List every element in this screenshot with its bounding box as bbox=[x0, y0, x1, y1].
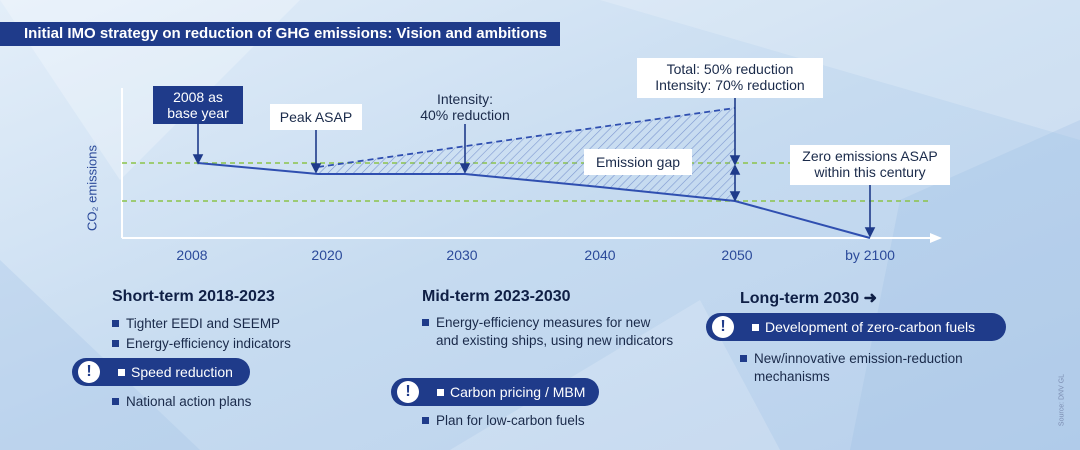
annotation-zero: Zero emissions ASAP within this century bbox=[790, 145, 950, 185]
short-term-highlight: ! Speed reduction bbox=[72, 358, 250, 386]
mid-term-item: Plan for low-carbon fuels bbox=[422, 412, 676, 430]
annotation-total-line1: Total: 50% reduction bbox=[666, 61, 794, 77]
annotation-zero-line1: Zero emissions ASAP bbox=[802, 148, 938, 164]
annotation-intensity-line2: 40% reduction bbox=[420, 107, 510, 123]
mid-term-heading: Mid-term 2023-2030 bbox=[422, 288, 571, 305]
base-arrow-head-icon bbox=[192, 154, 204, 165]
long-term-item: New/innovative emission-reduction mechan… bbox=[740, 350, 964, 386]
short-term-item: National action plans bbox=[112, 393, 386, 411]
mid-term-highlight: ! Carbon pricing / MBM bbox=[391, 378, 599, 406]
long-term-highlight: ! Development of zero-carbon fuels bbox=[706, 313, 1006, 341]
x-tick-label: 2020 bbox=[311, 247, 343, 263]
bullet-icon bbox=[437, 389, 444, 396]
source-note: Source: DNV GL bbox=[1058, 373, 1066, 427]
exclamation-icon: ! bbox=[78, 361, 100, 383]
annotation-total-line2: Intensity: 70% reduction bbox=[655, 77, 805, 93]
x-tick-label: 2030 bbox=[446, 247, 478, 263]
page-title: Initial IMO strategy on reduction of GHG… bbox=[0, 22, 560, 46]
short-term-heading: Short-term 2018-2023 bbox=[112, 288, 275, 305]
exclamation-icon: ! bbox=[397, 381, 419, 403]
gap-arrow-down-icon bbox=[729, 191, 741, 202]
short-term-highlight-label: Speed reduction bbox=[131, 364, 233, 380]
bullet-icon bbox=[752, 324, 759, 331]
annotation-zero-line2: within this century bbox=[814, 164, 926, 180]
peak-arrow-head-icon bbox=[310, 163, 322, 174]
annotation-total: Total: 50% reduction Intensity: 70% redu… bbox=[637, 58, 823, 98]
bau-line bbox=[317, 107, 736, 168]
annotation-base: 2008 as base year bbox=[153, 86, 243, 124]
annotation-intensity: Intensity: 40% reduction bbox=[402, 88, 528, 124]
annotation-gap-line1: Emission gap bbox=[595, 154, 681, 170]
annotation-intensity-line1: Intensity: bbox=[436, 91, 494, 107]
total-arrow-head-icon bbox=[729, 155, 741, 166]
exclamation-icon: ! bbox=[712, 316, 734, 338]
x-axis-arrow-icon bbox=[930, 233, 942, 243]
emission-pathway-line bbox=[197, 162, 871, 239]
annotation-peak: Peak ASAP bbox=[270, 104, 362, 130]
short-term-item: Energy-efficiency indicators bbox=[112, 335, 386, 353]
intensity-arrow-head-icon bbox=[459, 163, 471, 174]
bullet-icon bbox=[118, 369, 125, 376]
gap-arrow-up-icon bbox=[729, 164, 741, 175]
annotation-gap: Emission gap bbox=[584, 149, 692, 175]
annotation-base-line2: base year bbox=[167, 105, 229, 121]
mid-term-item: Energy-efficiency measures for new and e… bbox=[422, 314, 676, 350]
x-tick-label: 2008 bbox=[176, 247, 208, 263]
x-tick-label: by 2100 bbox=[845, 247, 895, 263]
annotation-peak-line1: Peak ASAP bbox=[279, 109, 353, 125]
mid-term-highlight-label: Carbon pricing / MBM bbox=[450, 384, 586, 400]
zero-arrow-head-icon bbox=[864, 227, 876, 238]
emission-gap-area bbox=[318, 108, 735, 201]
x-tick-label: 2050 bbox=[721, 247, 753, 263]
short-term-item: Tighter EEDI and SEEMP bbox=[112, 315, 386, 333]
x-tick-label: 2040 bbox=[584, 247, 616, 263]
annotation-base-line1: 2008 as bbox=[173, 89, 223, 105]
long-term-heading: Long-term 2030 ➜ bbox=[740, 290, 877, 307]
long-term-highlight-label: Development of zero-carbon fuels bbox=[765, 319, 976, 335]
